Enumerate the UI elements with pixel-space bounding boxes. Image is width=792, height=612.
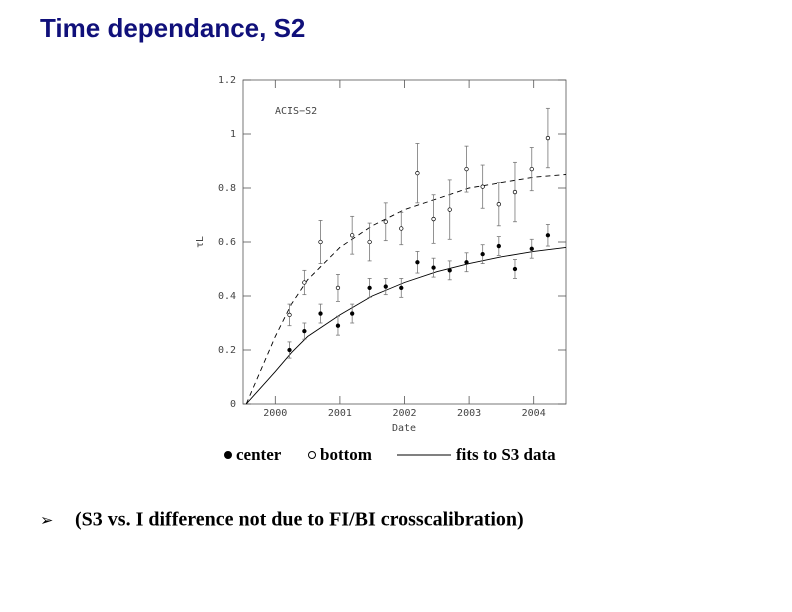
y-tick-label: 0.6 — [218, 237, 236, 248]
point — [335, 285, 341, 291]
point — [383, 219, 388, 224]
bullet-text: (S3 vs. I difference not due to FI/BI cr… — [75, 509, 524, 531]
point — [302, 328, 307, 334]
point — [415, 260, 420, 265]
point — [335, 323, 341, 328]
legend-marker — [224, 451, 232, 459]
fit-curve — [245, 174, 567, 405]
point — [399, 285, 404, 291]
legend-label: center — [236, 445, 282, 464]
point — [302, 280, 307, 285]
y-tick-label: 1 — [230, 129, 236, 140]
point — [350, 311, 355, 316]
point — [350, 233, 355, 238]
x-tick-label: 2002 — [392, 408, 416, 419]
point — [383, 284, 388, 289]
y-tick-label: 0.4 — [218, 291, 236, 302]
x-tick-label: 2001 — [328, 408, 352, 419]
x-tick-label: 2003 — [457, 408, 481, 419]
point — [512, 189, 518, 195]
slide-title: Time dependance, S2 — [40, 13, 305, 43]
x-axis-label: Date — [392, 423, 416, 434]
annotation: ACIS−S2 — [275, 106, 317, 117]
y-axis-label: τL — [195, 236, 206, 248]
point — [447, 268, 452, 273]
point — [545, 135, 551, 141]
point — [367, 239, 372, 245]
point — [399, 226, 404, 231]
point — [431, 216, 436, 222]
point — [431, 265, 436, 270]
point — [367, 285, 372, 291]
point — [318, 239, 323, 245]
point — [496, 202, 501, 207]
point — [464, 260, 469, 265]
point — [529, 246, 534, 251]
point — [529, 166, 534, 172]
point — [512, 266, 518, 272]
point — [480, 251, 485, 257]
y-tick-label: 0 — [230, 399, 236, 410]
y-tick-label: 0.8 — [218, 183, 236, 194]
point — [496, 243, 501, 249]
point — [415, 170, 420, 176]
legend-label: bottom — [320, 445, 372, 464]
bullet-icon: ➢ — [40, 511, 53, 530]
x-tick-label: 2000 — [263, 408, 287, 419]
point — [318, 311, 323, 316]
x-tick-label: 2004 — [522, 408, 546, 419]
legend-marker — [308, 451, 316, 459]
legend-label: fits to S3 data — [456, 445, 556, 464]
y-tick-label: 1.2 — [218, 75, 236, 86]
point — [287, 312, 292, 318]
point — [464, 166, 469, 172]
point — [447, 207, 452, 212]
point — [480, 184, 485, 189]
y-tick-label: 0.2 — [218, 345, 236, 356]
point — [287, 347, 292, 353]
plot-frame — [242, 79, 567, 405]
fit-curve — [245, 246, 567, 405]
point — [545, 233, 551, 238]
